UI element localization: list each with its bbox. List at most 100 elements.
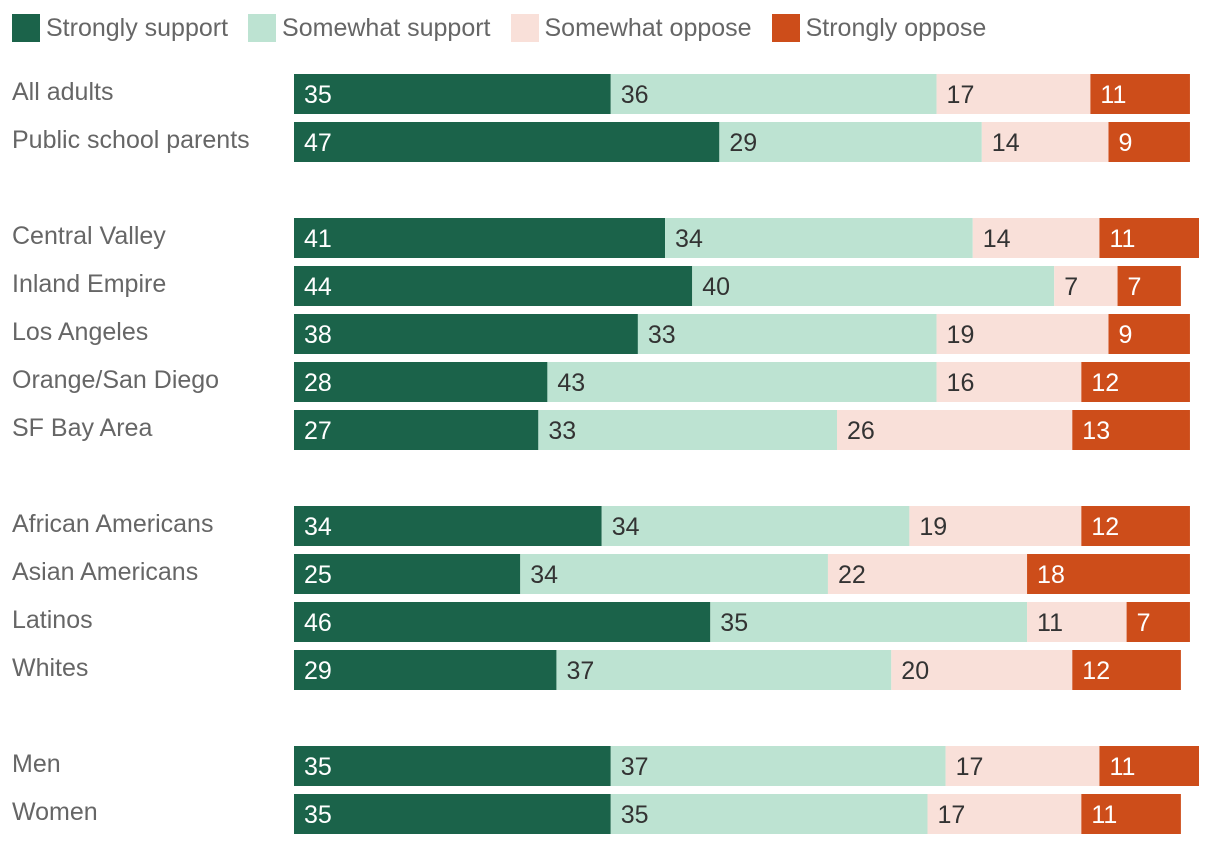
data-label: 47 <box>304 129 332 157</box>
data-label: 35 <box>621 801 649 829</box>
bar-segment-strongly-support <box>294 74 611 114</box>
bar-segment-strongly-support <box>294 122 720 162</box>
bar-segment-somewhat-support <box>538 410 837 450</box>
data-label: 35 <box>304 753 332 781</box>
bar-segment-somewhat-oppose <box>972 218 1100 258</box>
bar-row-women: Women 35 35 17 11 <box>12 794 1181 834</box>
data-label: 13 <box>1082 417 1110 445</box>
bar-segment-strongly-support <box>294 218 666 258</box>
data-label: 11 <box>1091 801 1117 829</box>
data-label: 9 <box>1119 321 1133 349</box>
bar-segment-somewhat-support <box>601 506 910 546</box>
bar-segment-somewhat-oppose <box>936 362 1082 402</box>
bar-segment-strongly-oppose <box>1081 794 1181 834</box>
legend-item-somewhat-oppose: Somewhat oppose <box>510 13 752 43</box>
data-label: 34 <box>675 225 703 253</box>
bar-segment-strongly-oppose <box>1099 218 1199 258</box>
legend-item-strongly-oppose: Strongly oppose <box>771 14 986 43</box>
data-label: 17 <box>947 81 975 109</box>
bar-segment-somewhat-support <box>610 74 937 114</box>
bar-row-men: Men 35 37 17 11 <box>12 746 1199 786</box>
bar-segment-somewhat-oppose <box>936 74 1091 114</box>
data-label: 29 <box>304 657 332 685</box>
category-label: Central Valley <box>12 222 166 250</box>
category-label: African Americans <box>12 510 213 538</box>
bar-segment-strongly-oppose <box>1108 122 1190 162</box>
data-label: 44 <box>304 273 332 301</box>
legend-item-strongly-support: Strongly support <box>12 14 228 43</box>
bar-segment-somewhat-oppose <box>981 122 1109 162</box>
bar-segment-strongly-oppose <box>1117 266 1181 306</box>
data-label: 18 <box>1037 561 1065 589</box>
bar-segment-somewhat-support <box>547 362 937 402</box>
bar-segment-somewhat-oppose <box>909 506 1082 546</box>
bar-segment-strongly-support <box>294 746 611 786</box>
category-label: Asian Americans <box>12 558 198 586</box>
legend-item-somewhat-support: Somewhat support <box>248 13 491 43</box>
bar-segment-somewhat-support <box>710 602 1028 642</box>
data-label: 28 <box>304 369 332 397</box>
bar-row-asian-americans: Asian Americans 25 34 22 18 <box>12 554 1190 594</box>
bar-segment-strongly-oppose <box>1090 74 1190 114</box>
bar-segment-somewhat-support <box>556 650 892 690</box>
bar-segment-somewhat-support <box>610 794 928 834</box>
bar-segment-somewhat-oppose <box>927 794 1082 834</box>
category-label: Whites <box>12 654 88 682</box>
data-label: 16 <box>947 369 975 397</box>
category-label: Orange/San Diego <box>12 366 219 394</box>
data-label: 19 <box>919 513 947 541</box>
bar-row-whites: Whites 29 37 20 12 <box>12 650 1181 690</box>
bar-segment-strongly-support <box>294 794 611 834</box>
bar-segment-strongly-support <box>294 506 602 546</box>
data-label: 12 <box>1091 513 1119 541</box>
bar-segment-strongly-support <box>294 554 521 594</box>
bar-row-all-adults: All adults 35 36 17 11 <box>12 74 1190 114</box>
data-label: 36 <box>621 81 649 109</box>
bar-segment-somewhat-oppose <box>891 650 1073 690</box>
bar-row-sf-bay-area: SF Bay Area 27 33 26 13 <box>12 410 1190 450</box>
bar-segment-somewhat-oppose <box>837 410 1073 450</box>
bar-segment-strongly-oppose <box>1108 314 1190 354</box>
bar-row-los-angeles: Los Angeles 38 33 19 9 <box>12 314 1190 354</box>
bar-segment-strongly-oppose <box>1027 554 1190 594</box>
data-label: 35 <box>720 609 748 637</box>
data-label: 14 <box>983 225 1011 253</box>
bar-segment-strongly-support <box>294 314 638 354</box>
data-label: 34 <box>304 513 332 541</box>
bar-segment-somewhat-support <box>665 218 973 258</box>
legend-swatch <box>771 14 800 42</box>
bar-segment-strongly-oppose <box>1072 650 1181 690</box>
bar-segment-strongly-oppose <box>1081 506 1190 546</box>
bar-segment-strongly-oppose <box>1126 602 1190 642</box>
bar-segment-somewhat-support <box>610 746 946 786</box>
bar-row-central-valley: Central Valley 41 34 14 11 <box>12 218 1199 258</box>
bar-segment-strongly-support <box>294 650 557 690</box>
data-label: 17 <box>956 753 984 781</box>
legend-swatch <box>510 14 539 42</box>
data-label: 33 <box>648 321 676 349</box>
category-label: Los Angeles <box>12 318 148 346</box>
data-label: 9 <box>1119 129 1133 157</box>
data-label: 33 <box>548 417 576 445</box>
category-label: All adults <box>12 78 113 106</box>
bar-segment-strongly-oppose <box>1081 362 1190 402</box>
data-label: 20 <box>901 657 929 685</box>
data-label: 14 <box>992 129 1020 157</box>
data-label: 37 <box>566 657 594 685</box>
data-label: 26 <box>847 417 875 445</box>
data-label: 25 <box>304 561 332 589</box>
legend-label: Somewhat support <box>282 13 491 42</box>
data-label: 37 <box>621 753 649 781</box>
category-label: Inland Empire <box>12 270 166 298</box>
data-label: 34 <box>530 561 558 589</box>
bar-segment-somewhat-support <box>637 314 937 354</box>
bar-segment-strongly-oppose <box>1099 746 1199 786</box>
data-label: 12 <box>1091 369 1119 397</box>
category-label: SF Bay Area <box>12 414 152 442</box>
data-label: 35 <box>304 81 332 109</box>
legend-label: Somewhat oppose <box>544 13 752 42</box>
bar-segment-somewhat-oppose <box>945 746 1100 786</box>
bar-segment-strongly-support <box>294 602 711 642</box>
bar-row-orange-san-diego: Orange/San Diego 28 43 16 12 <box>12 362 1190 402</box>
